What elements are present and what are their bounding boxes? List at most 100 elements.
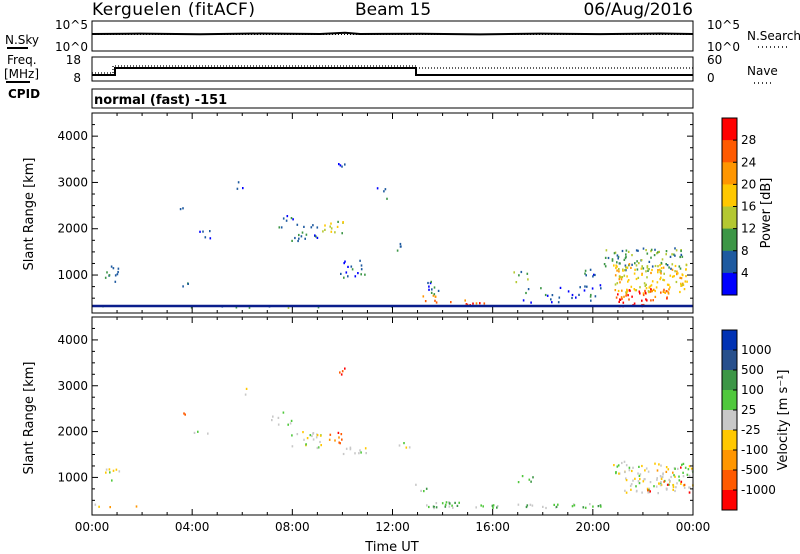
scatter-cell: [111, 479, 113, 482]
scatter-cell: [682, 283, 685, 286]
scatter-cell: [646, 266, 649, 269]
scatter-cell: [114, 280, 117, 283]
scatter-cell: [431, 288, 433, 291]
scatter-cell: [623, 460, 626, 463]
scatter-cell: [648, 286, 651, 289]
scatter-cell: [683, 483, 686, 486]
scatter-cell: [617, 257, 619, 260]
scatter-cell: [517, 503, 520, 506]
scatter-cell: [661, 258, 664, 261]
scatter-cell: [645, 283, 647, 286]
scatter-cell: [98, 505, 100, 508]
scatter-cell: [663, 288, 665, 291]
velocity-colorbar: 1000 500 100 25 -25 -100 -500 -1000: [721, 329, 776, 511]
scatter-cell: [193, 431, 196, 434]
scatter-cell: [660, 477, 663, 480]
scatter-cell: [639, 477, 641, 481]
colorbar-segment: [722, 450, 737, 471]
scatter-cell: [330, 222, 332, 225]
scatter-cell: [676, 482, 678, 485]
scatter-cell: [604, 265, 607, 268]
scatter-cell: [620, 296, 623, 299]
scatter-cell: [343, 276, 345, 279]
nave-top-tick: 60: [707, 53, 722, 67]
scatter-cell: [617, 293, 619, 296]
power-plot-frame: [92, 113, 693, 313]
scatter-cell: [425, 487, 428, 490]
scatter-cell: [672, 488, 674, 491]
scatter-cell: [643, 282, 646, 285]
scatter-cell: [338, 163, 340, 166]
scatter-cell: [546, 294, 549, 297]
scatter-cell: [641, 464, 643, 468]
scatter-cell: [680, 277, 683, 280]
power-scatter-cells: [102, 163, 688, 309]
scatter-cell: [345, 271, 348, 274]
scatter-cell: [316, 434, 319, 437]
scatter-cell: [428, 505, 430, 509]
scatter-cell: [316, 446, 319, 450]
scatter-cell: [345, 447, 348, 450]
scatter-cell: [616, 261, 618, 264]
scatter-cell: [479, 302, 481, 305]
scatter-cell: [659, 271, 662, 274]
scatter-cell: [285, 219, 288, 222]
scatter-cell: [343, 262, 345, 265]
velocity-x-axis: 00:00 04:00 08:00 12:00 16:00 20:00 00:00: [75, 317, 710, 534]
scatter-cell: [673, 275, 675, 278]
scatter-cell: [674, 270, 676, 273]
scatter-cell: [344, 367, 346, 370]
colorbar-segment: [722, 370, 737, 391]
scatter-cell: [625, 294, 627, 297]
velocity-y-axis-label: Slant Range [km]: [22, 362, 37, 475]
colorbar-tick-label: -25: [741, 423, 761, 437]
scatter-cell: [592, 505, 594, 508]
scatter-cell: [349, 446, 352, 449]
scatter-cell: [600, 505, 602, 508]
nsky-bottom-tick: 10^0: [55, 40, 88, 54]
scatter-cell: [405, 446, 408, 449]
scatter-cell: [624, 269, 626, 272]
scatter-cell: [618, 268, 620, 271]
scatter-cell: [639, 473, 642, 476]
scatter-cell: [615, 472, 617, 475]
scatter-cell: [530, 301, 532, 304]
scatter-cell: [337, 431, 340, 434]
scatter-cell: [94, 503, 97, 506]
scatter-cell: [515, 281, 518, 284]
scatter-cell: [663, 480, 665, 483]
scatter-cell: [622, 301, 625, 304]
scatter-cell: [522, 299, 525, 302]
scatter-cell: [680, 253, 683, 256]
scatter-cell: [640, 259, 643, 262]
scatter-cell: [664, 291, 666, 294]
scatter-cell: [641, 265, 643, 268]
scatter-cell: [631, 254, 633, 257]
scatter-cell: [662, 473, 664, 476]
scatter-cell: [626, 288, 628, 291]
scatter-cell: [423, 490, 425, 493]
scatter-cell: [112, 267, 115, 270]
power-y-axis: 1000 2000 3000 4000: [57, 112, 693, 299]
colorbar-segment: [722, 206, 737, 230]
scatter-cell: [517, 481, 520, 484]
scatter-cell: [659, 475, 662, 478]
scatter-cell: [597, 505, 600, 508]
scatter-cell: [430, 280, 432, 283]
scatter-cell: [639, 292, 641, 295]
scatter-cell: [633, 302, 636, 305]
scatter-cell: [627, 250, 630, 253]
scatter-cell: [291, 445, 294, 448]
colorbar-segment: [722, 140, 737, 163]
scatter-cell: [456, 504, 459, 507]
scatter-cell: [669, 255, 672, 258]
scatter-cell: [646, 487, 649, 490]
scatter-cell: [633, 288, 636, 291]
scatter-cell: [634, 268, 636, 271]
scatter-cell: [688, 486, 690, 489]
scatter-cell: [286, 215, 289, 218]
scatter-cell: [623, 258, 626, 261]
y-tick-label: 3000: [57, 175, 88, 189]
scatter-cell: [289, 422, 292, 425]
scatter-cell: [681, 463, 683, 466]
